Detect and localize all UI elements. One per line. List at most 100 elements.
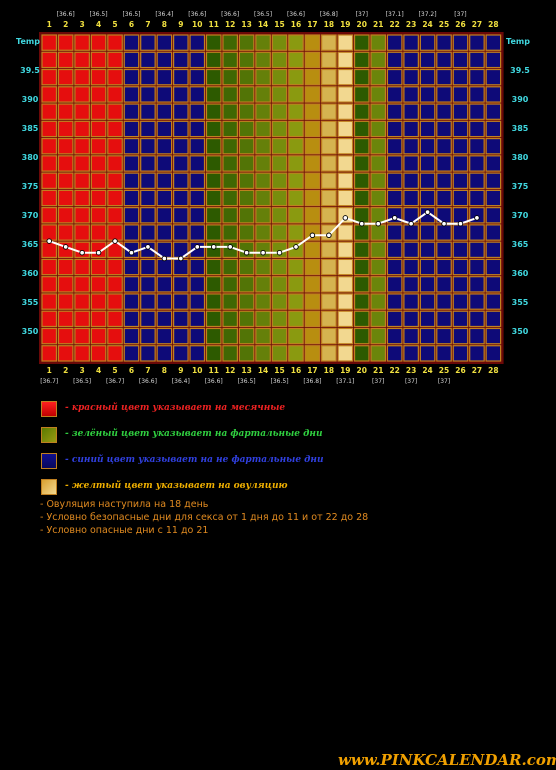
temp-label-bottom: [36.5] (73, 378, 91, 385)
grid-cell (222, 68, 238, 86)
day-label-bottom: 21 (373, 366, 383, 375)
grid-cell (403, 327, 419, 345)
grid-cell (485, 293, 502, 310)
grid-cell (222, 224, 238, 241)
grid-cell (452, 68, 469, 86)
grid-cell (337, 103, 354, 120)
temperature-point (457, 220, 464, 227)
grid-cell (123, 258, 140, 276)
grid-cell (238, 345, 255, 362)
grid-cell (222, 137, 238, 155)
grid-cell (90, 137, 107, 155)
grid-cell (436, 68, 452, 86)
grid-cell (90, 68, 107, 86)
grid-cell (90, 327, 107, 345)
grid-cell (255, 51, 271, 69)
day-label-top: 7 (145, 20, 150, 29)
temperature-point (161, 255, 168, 262)
grid-cell (238, 276, 255, 293)
grid-cell (255, 103, 271, 120)
grid-cell (370, 172, 387, 189)
grid-cell (271, 103, 288, 120)
grid-cell (419, 155, 436, 172)
grid-cell (288, 34, 304, 51)
temperature-point (408, 220, 414, 227)
grid-cell (238, 51, 255, 69)
temp-label-bottom: [36.7] (106, 378, 124, 385)
grid-cell (238, 207, 255, 224)
grid-cell (156, 224, 173, 241)
y-tick-label-right: 355 (512, 298, 529, 307)
grid-cell (469, 172, 485, 189)
grid-cell (386, 172, 403, 189)
grid-cell (436, 241, 452, 259)
grid-cell (353, 276, 370, 293)
site-brand-link[interactable]: www.PINKCALENDAR.com (338, 751, 556, 769)
grid-cell (288, 310, 304, 328)
grid-cell (123, 207, 140, 224)
grid-cell (222, 155, 238, 172)
temp-label-top: [36.5] (90, 11, 108, 18)
grid-cell (321, 258, 337, 276)
temp-label-top: [36.6] (287, 11, 305, 18)
day-label-bottom: 14 (258, 366, 268, 375)
grid-cell (386, 189, 403, 207)
grid-cell (189, 51, 206, 69)
grid-cell (403, 172, 419, 189)
temp-label-bottom: [36.4] (172, 378, 190, 385)
grid-cell (123, 276, 140, 293)
grid-cell (90, 207, 107, 224)
grid-cell (452, 293, 469, 310)
grid-cell (386, 258, 403, 276)
grid-cell (337, 189, 354, 207)
grid-cell (304, 172, 321, 189)
grid-cell (205, 276, 222, 293)
grid-cell (107, 51, 123, 69)
temp-label-bottom: [37] (405, 378, 417, 385)
y-tick-label-right: 360 (512, 269, 529, 278)
day-label-top: 18 (324, 20, 334, 29)
grid-cell (57, 155, 74, 172)
grid-cell (156, 155, 173, 172)
grid-cell (370, 51, 387, 69)
grid-cell (173, 345, 189, 362)
grid-cell (304, 207, 321, 224)
legend-label: - красный цвет указывает на месячные (65, 403, 286, 413)
temperature-point (178, 255, 184, 262)
grid-cell (304, 34, 321, 51)
grid-cell (107, 137, 123, 155)
day-label-top: 19 (340, 20, 350, 29)
grid-cell (370, 310, 387, 328)
grid-cell (107, 258, 123, 276)
day-label-bottom: 17 (307, 366, 317, 375)
grid-cell (205, 293, 222, 310)
grid-cell (57, 345, 74, 362)
grid-cell (271, 34, 288, 51)
grid-cell (304, 310, 321, 328)
temperature-point (424, 209, 431, 215)
grid-cell (123, 172, 140, 189)
day-label-bottom: 4 (96, 366, 101, 375)
grid-cell (255, 68, 271, 86)
grid-cell (222, 310, 238, 328)
grid-cell (304, 68, 321, 86)
grid-cell (156, 189, 173, 207)
grid-cell (469, 276, 485, 293)
grid-cell (140, 207, 156, 224)
grid-cell (452, 172, 469, 189)
grid-cell (304, 86, 321, 103)
grid-cell (436, 155, 452, 172)
grid-cell (156, 120, 173, 138)
grid-cell (189, 120, 206, 138)
grid-cell (288, 258, 304, 276)
y-tick-label-left: 370 (22, 211, 39, 220)
grid-cell (205, 310, 222, 328)
grid-cell (370, 103, 387, 120)
grid-cell (304, 137, 321, 155)
grid-cell (205, 86, 222, 103)
temperature-point (260, 249, 266, 256)
grid-cell (123, 327, 140, 345)
temp-label-top: [36.5] (254, 11, 272, 18)
grid-cell (107, 103, 123, 120)
grid-cell (452, 155, 469, 172)
